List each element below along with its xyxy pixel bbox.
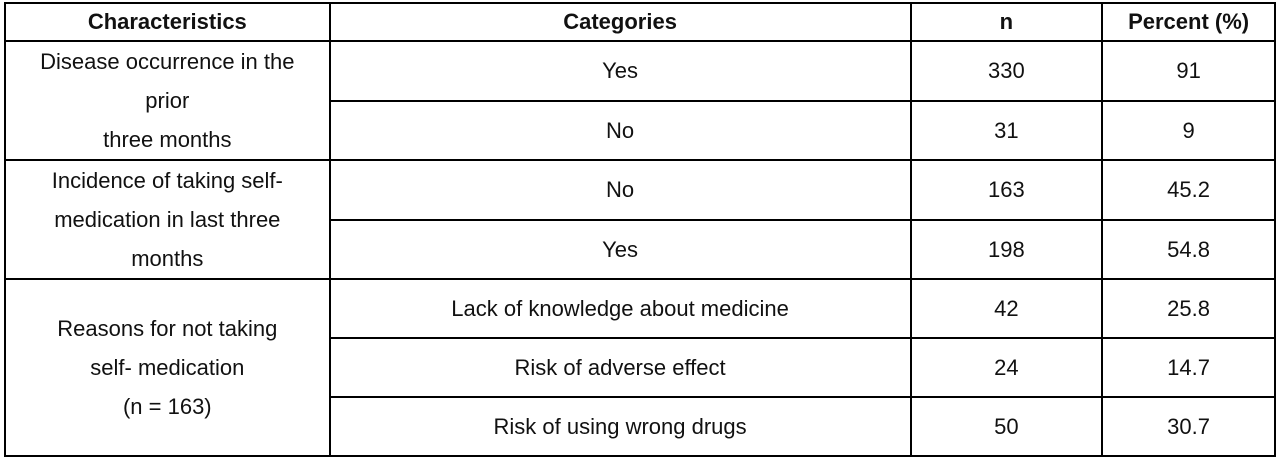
category-cell: Risk of using wrong drugs (328, 396, 912, 457)
header-cell: n (909, 2, 1104, 42)
percent-cell: 54.8 (1101, 218, 1276, 280)
table-row: Disease occurrence in the prior three mont… (4, 40, 1276, 161)
count-cell: 31 (909, 99, 1104, 161)
category-cell: No (328, 159, 912, 221)
data-table: Characteristics Categories n Percent (%) Di… (4, 2, 1276, 457)
percent-cell: 9 (1101, 99, 1276, 161)
table-body: Disease occurrence in the prior three mont… (4, 40, 1276, 457)
characteristic-line: (n = 163) (122, 394, 212, 419)
characteristic-cell: Incidence of taking self-medication in l… (4, 159, 331, 280)
characteristic-line: Disease occurrence in the (40, 49, 295, 74)
characteristic-line: self- medication (90, 355, 245, 380)
table-row: Reasons for not taking self- medication (n… (4, 278, 1276, 457)
header-cell: Categories (328, 2, 912, 42)
table-row: No 31 9 (5, 99, 1276, 161)
header-cell: Percent (%) (1101, 2, 1276, 42)
characteristic-line: months (131, 246, 204, 271)
count-cell: 198 (909, 218, 1104, 280)
percent-cell: 91 (1101, 40, 1276, 102)
percent-cell: 25.8 (1101, 278, 1276, 339)
count-cell: 163 (909, 159, 1104, 221)
percent-cell: 30.7 (1101, 396, 1276, 457)
table-row: Yes 198 54.8 (5, 218, 1276, 280)
characteristic-line: medication in last three (54, 207, 281, 232)
count-cell: 42 (909, 278, 1104, 339)
header-row: Characteristics Categories n Percent (%) (4, 2, 1276, 42)
characteristic-line: Incidence of taking self- (51, 168, 283, 193)
category-cell: Yes (328, 40, 912, 102)
table-row: Incidence of taking self-medication in l… (4, 159, 1276, 280)
category-cell: No (328, 99, 912, 161)
count-cell: 330 (909, 40, 1104, 102)
table-row: Risk of using wrong drugs 50 30.7 (5, 396, 1276, 457)
characteristic-line: three months (103, 127, 232, 152)
characteristic-line: prior (145, 88, 190, 113)
count-cell: 24 (909, 337, 1104, 398)
category-cell: Lack of knowledge about medicine (328, 278, 912, 339)
characteristic-cell: Reasons for not taking self- medication (n… (4, 278, 331, 457)
category-cell: Yes (328, 218, 912, 280)
percent-cell: 14.7 (1101, 337, 1276, 398)
count-cell: 50 (909, 396, 1104, 457)
table-row: Risk of adverse effect 24 14.7 (5, 337, 1276, 398)
characteristic-cell: Disease occurrence in the prior three mont… (4, 40, 331, 161)
header-cell: Characteristics (4, 2, 331, 42)
percent-cell: 45.2 (1101, 159, 1276, 221)
characteristic-line: Reasons for not taking (57, 316, 278, 341)
category-cell: Risk of adverse effect (328, 337, 912, 398)
